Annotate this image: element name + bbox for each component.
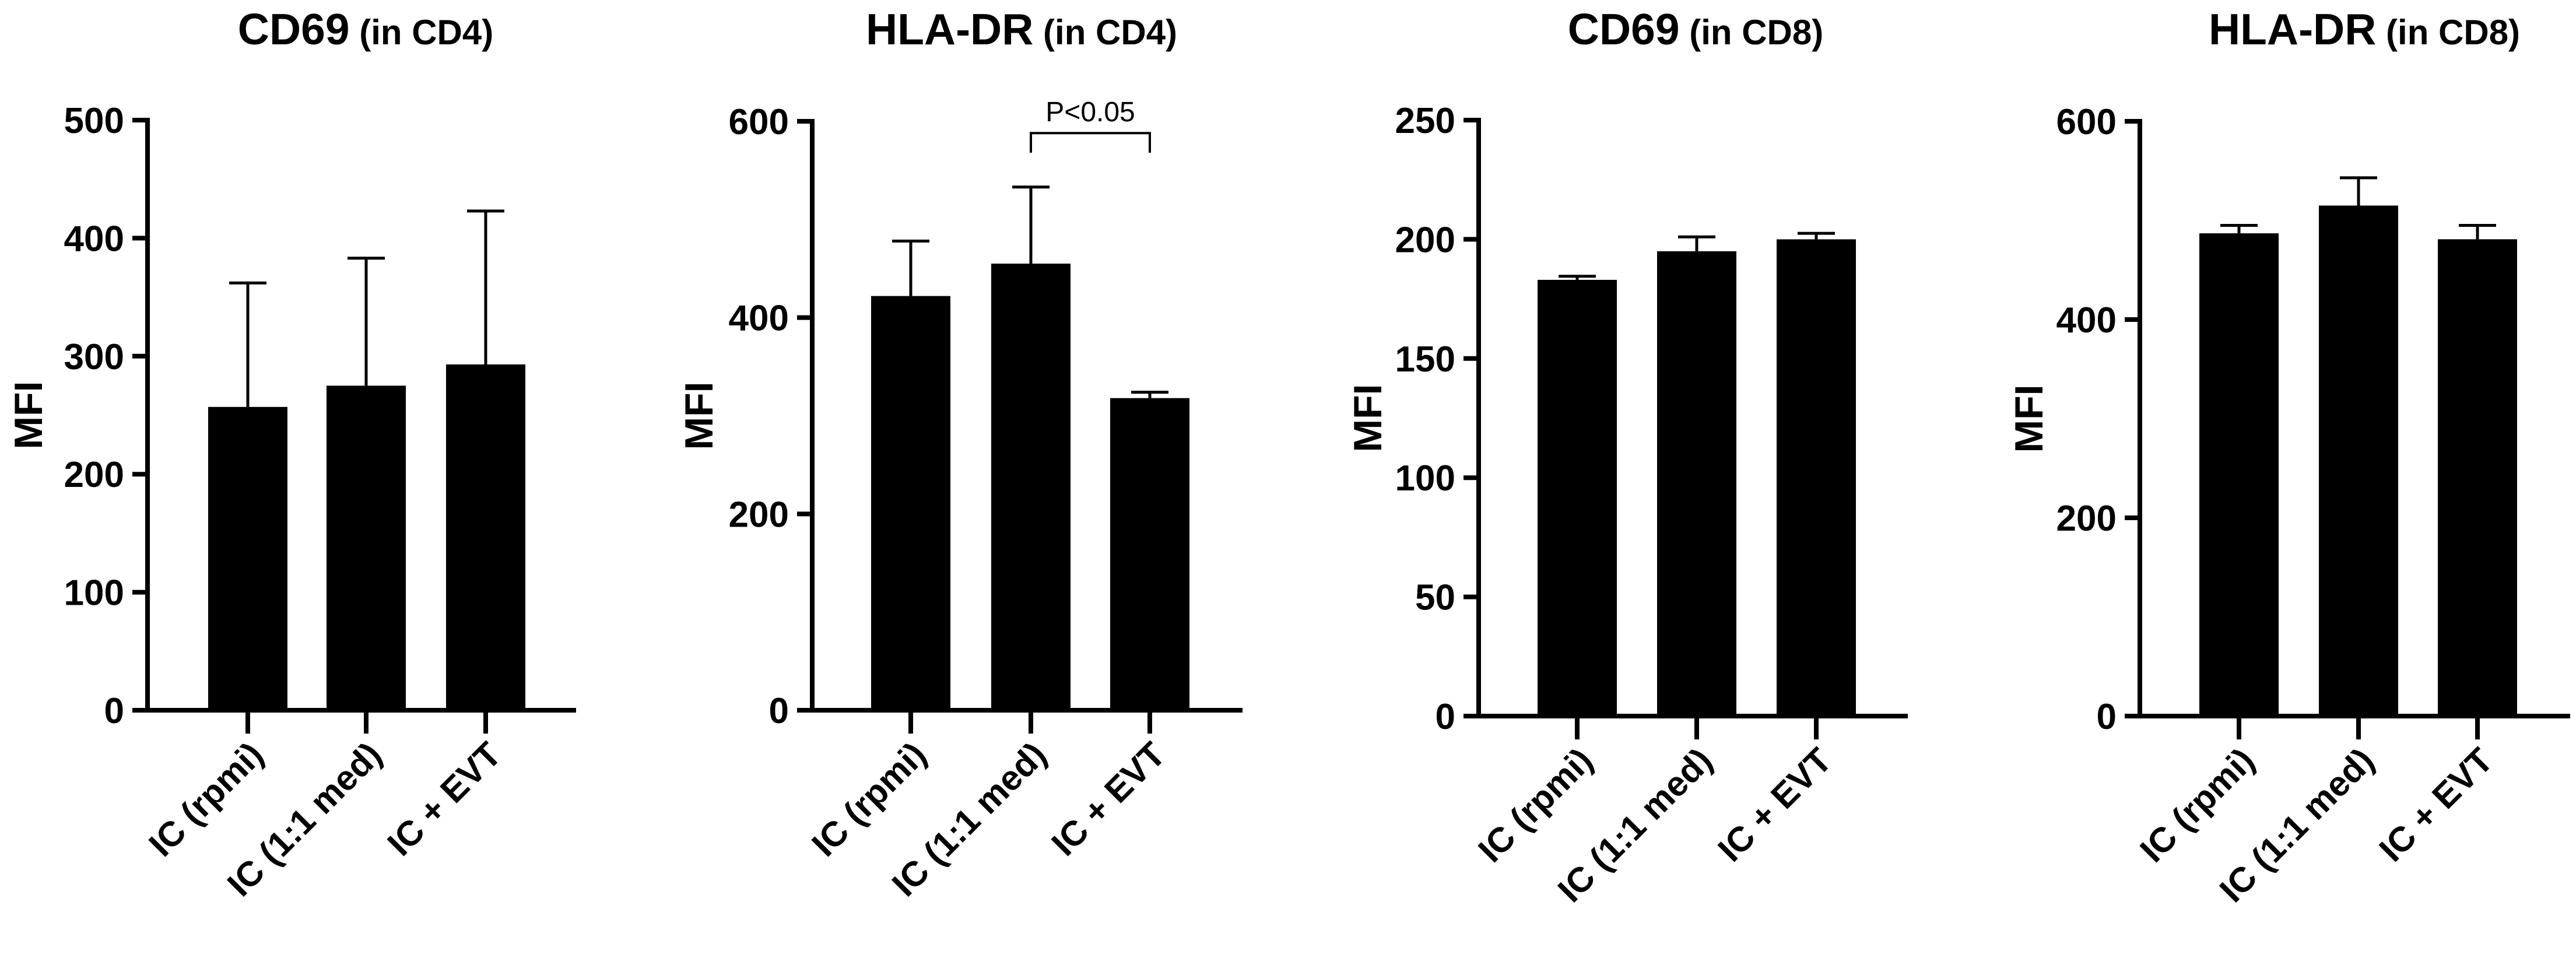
significance-label: P<0.05 xyxy=(1045,97,1135,128)
x-category-label: IC (rpmi) xyxy=(1471,741,1600,870)
chart-title-main: HLA-DR xyxy=(866,5,1033,54)
y-axis-label: MFI xyxy=(6,381,51,449)
significance-bracket xyxy=(1030,132,1151,153)
chart-title-suffix: (in CD8) xyxy=(2376,13,2520,52)
chart-title-suffix: (in CD4) xyxy=(1033,13,1177,52)
x-category-label: IC (rpmi) xyxy=(804,735,933,864)
y-tick-label: 400 xyxy=(64,219,124,259)
y-tick-label: 100 xyxy=(64,573,124,613)
y-tick-label: 250 xyxy=(1395,101,1455,141)
chart-title: CD69 (in CD8) xyxy=(1568,5,1823,54)
chart-title: HLA-DR (in CD8) xyxy=(2209,5,2520,54)
chart-title-suffix: (in CD8) xyxy=(1680,13,1824,52)
bar-1 xyxy=(871,296,950,711)
y-tick-label: 0 xyxy=(2097,697,2117,737)
chart-title-main: CD69 xyxy=(1568,5,1680,54)
bar-3 xyxy=(446,364,525,710)
y-axis-label: MFI xyxy=(677,381,721,450)
chart-title-suffix: (in CD4) xyxy=(350,13,494,52)
chart-title: HLA-DR (in CD4) xyxy=(866,5,1177,54)
y-tick-label: 50 xyxy=(1415,578,1455,618)
x-category-label: IC + EVT xyxy=(1711,741,1840,869)
chart-title-main: CD69 xyxy=(238,5,350,54)
y-tick-label: 0 xyxy=(1436,697,1455,737)
bar-1 xyxy=(1538,279,1617,716)
y-tick-label: 0 xyxy=(104,691,124,731)
y-tick-label: 0 xyxy=(769,691,789,731)
y-tick-label: 200 xyxy=(64,455,124,495)
chart-title-main: HLA-DR xyxy=(2209,5,2376,54)
y-tick-label: 400 xyxy=(729,299,789,339)
y-tick-label: 200 xyxy=(2056,499,2117,539)
y-tick-label: 100 xyxy=(1395,458,1455,499)
y-tick-label: 600 xyxy=(2056,102,2117,142)
bar-1 xyxy=(208,406,287,710)
chart-title: CD69 (in CD4) xyxy=(238,5,493,54)
bar-2 xyxy=(1657,251,1736,717)
bar-2 xyxy=(991,264,1071,710)
y-tick-label: 500 xyxy=(64,101,124,141)
y-tick-label: 150 xyxy=(1395,339,1455,380)
bar-1 xyxy=(2199,233,2279,717)
x-category-label: IC + EVT xyxy=(1044,735,1173,864)
y-tick-label: 300 xyxy=(64,337,124,377)
bar-3 xyxy=(2438,239,2517,716)
y-tick-label: 400 xyxy=(2056,300,2117,341)
y-tick-label: 200 xyxy=(729,494,789,535)
y-axis-label: MFI xyxy=(2007,384,2051,453)
bar-2 xyxy=(2319,205,2398,716)
x-category-label: IC + EVT xyxy=(2372,741,2501,869)
bar-2 xyxy=(327,385,406,710)
y-axis-label: MFI xyxy=(1346,384,1390,452)
bar-3 xyxy=(1777,239,1856,716)
y-tick-label: 600 xyxy=(729,102,789,142)
x-category-label: IC + EVT xyxy=(380,735,509,864)
x-category-label: IC (rpmi) xyxy=(2132,741,2262,870)
bar-3 xyxy=(1110,398,1189,710)
y-tick-label: 200 xyxy=(1395,220,1455,260)
